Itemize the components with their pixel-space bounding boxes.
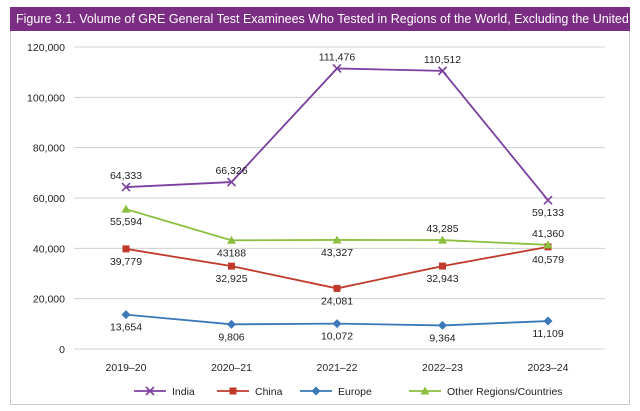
data-label-other-regions-countries: 43,327 xyxy=(321,247,353,259)
x-tick-label: 2022–23 xyxy=(422,362,463,374)
data-label-india: 59,133 xyxy=(532,207,564,219)
data-label-europe: 9,806 xyxy=(218,331,244,343)
x-tick-label: 2021–22 xyxy=(317,362,358,374)
legend-label-europe: Europe xyxy=(338,386,372,398)
data-label-europe: 9,364 xyxy=(429,332,455,344)
data-label-europe: 13,654 xyxy=(110,322,142,334)
gridlines xyxy=(74,46,605,350)
data-label-china: 32,925 xyxy=(215,273,247,285)
data-label-europe: 10,072 xyxy=(321,331,353,343)
data-label-india: 66,326 xyxy=(215,165,247,177)
series-markers xyxy=(121,63,553,330)
marker-europe xyxy=(543,316,553,326)
legend-marker-india-stroke-b xyxy=(145,386,155,396)
marker-india-stroke-b xyxy=(226,177,237,187)
marker-china xyxy=(333,284,341,292)
marker-india-stroke-b xyxy=(437,66,448,76)
y-tick-label: 100,000 xyxy=(27,92,65,104)
y-tick-label: 40,000 xyxy=(33,243,65,255)
marker-china xyxy=(228,262,235,270)
chart-frame xyxy=(10,31,630,405)
marker-india xyxy=(543,195,553,205)
data-label-other-regions-countries: 43,285 xyxy=(426,223,458,235)
y-tick-label: 120,000 xyxy=(27,42,65,54)
data-label-europe: 11,109 xyxy=(532,328,563,340)
legend-marker-india xyxy=(145,386,155,396)
legend-label-china: China xyxy=(255,386,283,398)
legend-marker-china xyxy=(229,387,237,395)
marker-india xyxy=(121,182,131,192)
legend-marker-europe xyxy=(311,386,321,396)
data-label-china: 39,779 xyxy=(110,256,142,268)
y-axis-ticks: 0 20,000 40,000 60,000 80,000 100,000 120,000 xyxy=(27,42,65,356)
x-tick-label: 2019–20 xyxy=(106,362,147,374)
marker-india xyxy=(332,63,342,74)
y-tick-label: 0 xyxy=(59,344,65,356)
x-tick-label: 2023–24 xyxy=(528,362,569,374)
marker-europe xyxy=(332,319,342,329)
data-label-other-regions-countries: 55,594 xyxy=(110,216,142,228)
legend-label-india: India xyxy=(172,386,195,398)
data-labels: 64,333 66,326 111,476 110,512 59,133 39,779 32… xyxy=(110,51,564,344)
y-tick-label: 20,000 xyxy=(33,294,65,306)
marker-other-regions-countries xyxy=(543,240,553,249)
marker-other-regions-countries xyxy=(227,235,236,244)
marker-china xyxy=(122,245,130,253)
legend-label-other-regions-countries: Other Regions/Countries xyxy=(447,386,563,398)
marker-india xyxy=(437,66,448,76)
data-label-india: 111,476 xyxy=(319,51,356,63)
y-tick-label: 60,000 xyxy=(33,193,65,205)
marker-europe xyxy=(121,310,131,320)
line-india xyxy=(125,67,549,201)
data-label-india: 64,333 xyxy=(110,170,142,182)
x-tick-label: 2020–21 xyxy=(211,362,252,374)
data-label-other-regions-countries: 41,360 xyxy=(532,228,564,240)
marker-europe xyxy=(227,319,236,329)
legend: India China Europe Other Regions/Countries xyxy=(134,386,563,398)
x-axis-ticks: 2019–20 2020–21 2021–22 2022–23 2023–24 xyxy=(106,362,569,374)
marker-china xyxy=(439,262,446,270)
data-label-china: 32,943 xyxy=(426,273,458,285)
data-label-india: 110,512 xyxy=(424,54,461,66)
marker-india-stroke-b xyxy=(121,182,131,192)
y-tick-label: 80,000 xyxy=(33,143,65,155)
data-label-china: 40,579 xyxy=(532,254,564,266)
marker-india-stroke-b xyxy=(543,195,553,205)
chart-title: Figure 3.1. Volume of GRE General Test E… xyxy=(10,7,630,31)
marker-india-stroke-b xyxy=(332,63,342,74)
data-label-china: 24,081 xyxy=(321,295,353,307)
marker-other-regions-countries xyxy=(332,235,342,244)
marker-other-regions-countries xyxy=(438,235,447,244)
marker-europe xyxy=(438,320,447,330)
marker-india xyxy=(226,177,237,187)
marker-other-regions-countries xyxy=(121,204,131,213)
data-label-other-regions-countries: 43188 xyxy=(217,247,246,259)
legend-marker-other-regions-countries xyxy=(420,386,430,395)
